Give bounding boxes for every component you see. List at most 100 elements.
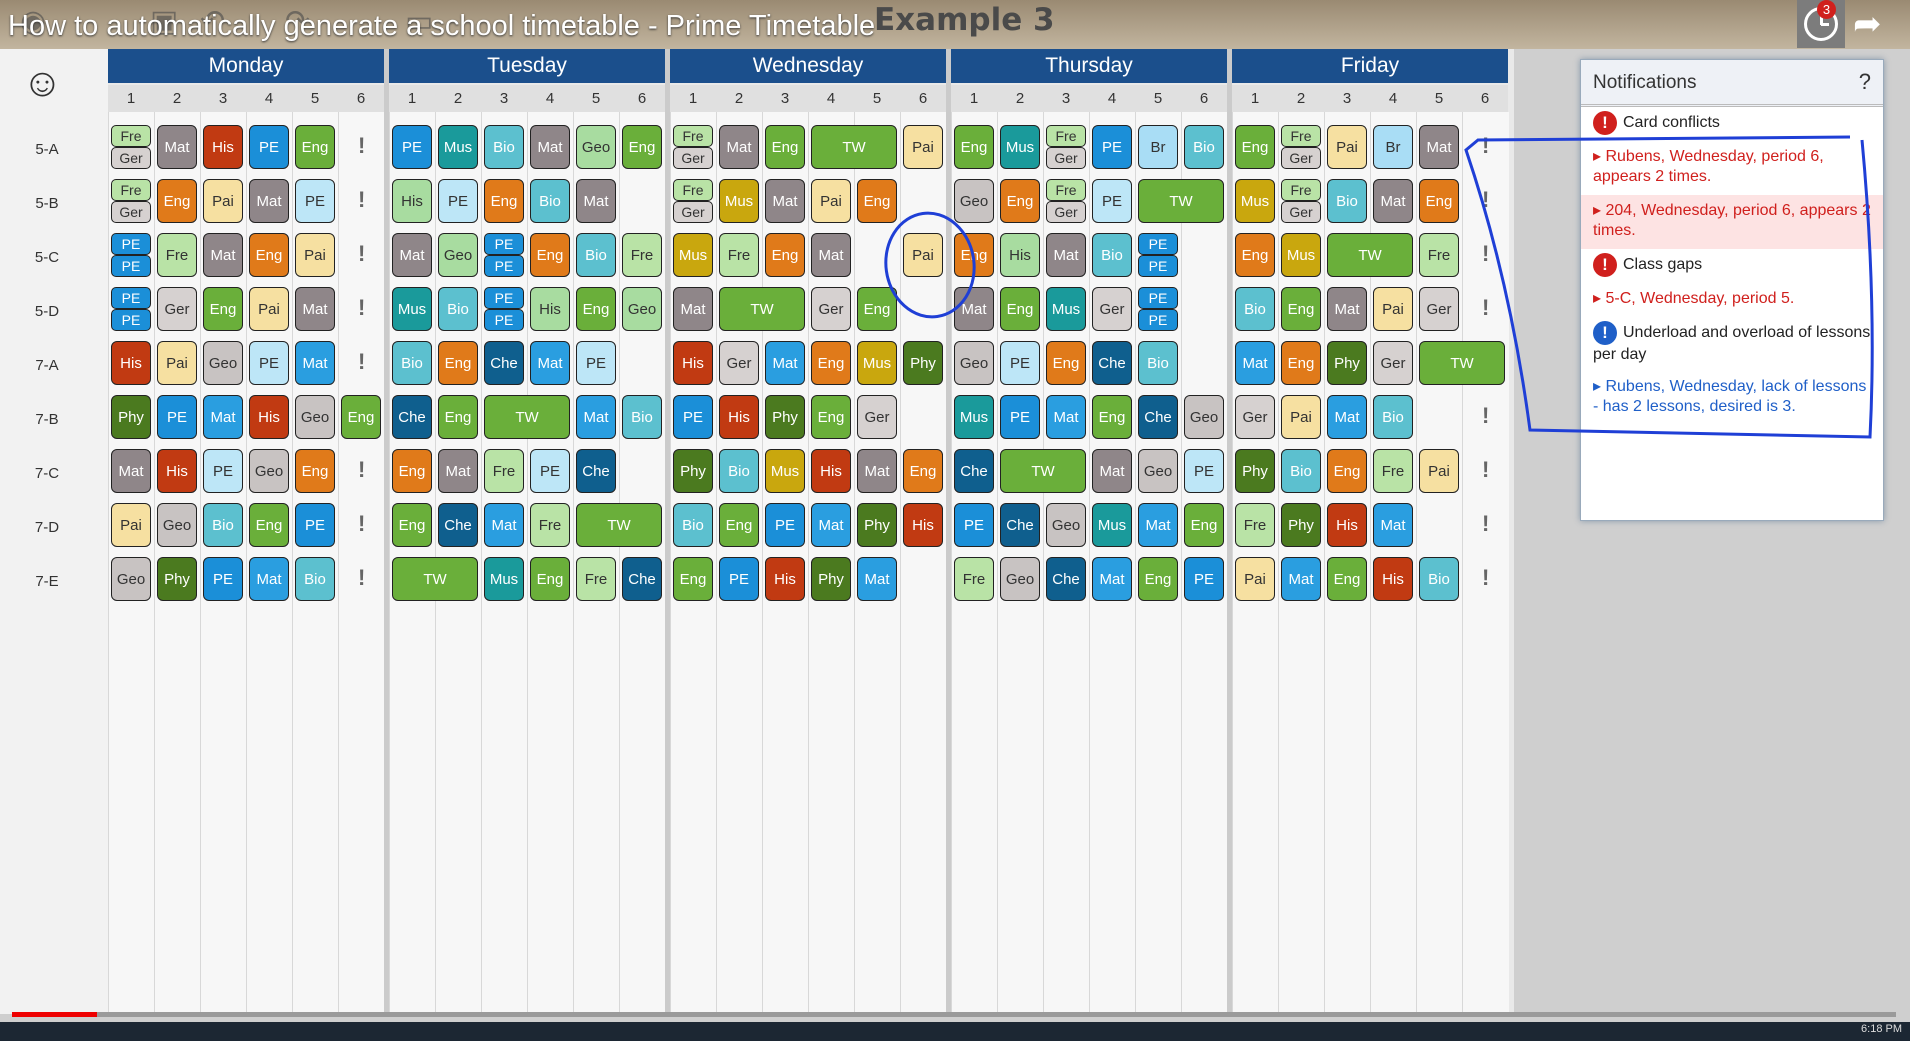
lesson-card-eng[interactable]: Eng (1235, 125, 1275, 169)
lesson-card-mat[interactable]: Mat (811, 503, 851, 547)
lesson-card-pe[interactable]: PE (484, 233, 524, 255)
lesson-card-mat[interactable]: Mat (857, 557, 897, 601)
lesson-card-bio[interactable]: Bio (1235, 287, 1275, 331)
lesson-card-phy[interactable]: Phy (811, 557, 851, 601)
lesson-card-che[interactable]: Che (484, 341, 524, 385)
lesson-card-br[interactable]: Br (1373, 125, 1413, 169)
lesson-card-ger[interactable]: Ger (673, 147, 713, 169)
lesson-card-mat[interactable]: Mat (1281, 557, 1321, 601)
lesson-card-fre[interactable]: Fre (719, 233, 759, 277)
lesson-card-his[interactable]: His (530, 287, 570, 331)
lesson-card-geo[interactable]: Geo (111, 557, 151, 601)
lesson-card-mat[interactable]: Mat (765, 341, 805, 385)
lesson-card-pai[interactable]: Pai (1327, 125, 1367, 169)
video-progress-bar[interactable] (12, 1012, 1896, 1017)
lesson-card-eng[interactable]: Eng (1184, 503, 1224, 547)
lesson-card-che[interactable]: Che (438, 503, 478, 547)
lesson-card-fre[interactable]: Fre (622, 233, 662, 277)
lesson-card-ger[interactable]: Ger (1281, 201, 1321, 223)
lesson-card-bio[interactable]: Bio (484, 125, 524, 169)
lesson-card-fre[interactable]: Fre (954, 557, 994, 601)
lesson-card-eng[interactable]: Eng (392, 503, 432, 547)
lesson-card-pe[interactable]: PE (1184, 557, 1224, 601)
lesson-card-pai[interactable]: Pai (295, 233, 335, 277)
lesson-card-pai[interactable]: Pai (1235, 557, 1275, 601)
lesson-card-pe[interactable]: PE (673, 395, 713, 439)
lesson-card-bio[interactable]: Bio (203, 503, 243, 547)
lesson-card-eng[interactable]: Eng (1092, 395, 1132, 439)
lesson-card-his[interactable]: His (392, 179, 432, 223)
lesson-card-bio[interactable]: Bio (1092, 233, 1132, 277)
lesson-card-pe[interactable]: PE (1138, 309, 1178, 331)
lesson-card-his[interactable]: His (249, 395, 289, 439)
lesson-card-bio[interactable]: Bio (622, 395, 662, 439)
lesson-card-mus[interactable]: Mus (438, 125, 478, 169)
lesson-card-geo[interactable]: Geo (1000, 557, 1040, 601)
lesson-card-bio[interactable]: Bio (1419, 557, 1459, 601)
lesson-card-pai[interactable]: Pai (1281, 395, 1321, 439)
lesson-card-ger[interactable]: Ger (857, 395, 897, 439)
lesson-card-pai[interactable]: Pai (203, 179, 243, 223)
lesson-card-eng[interactable]: Eng (954, 233, 994, 277)
lesson-card-pe[interactable]: PE (157, 395, 197, 439)
lesson-card-eng[interactable]: Eng (1000, 287, 1040, 331)
notification-detail[interactable]: ▸ 5-C, Wednesday, period 5. (1581, 283, 1883, 317)
lesson-card-bio[interactable]: Bio (530, 179, 570, 223)
lesson-card-ger[interactable]: Ger (1281, 147, 1321, 169)
lesson-card-phy[interactable]: Phy (1327, 341, 1367, 385)
lesson-card-tw[interactable]: TW (392, 557, 478, 601)
lesson-card-tw[interactable]: TW (1419, 341, 1505, 385)
lesson-card-pai[interactable]: Pai (157, 341, 197, 385)
lesson-card-che[interactable]: Che (954, 449, 994, 493)
lesson-card-eng[interactable]: Eng (811, 341, 851, 385)
lesson-card-eng[interactable]: Eng (438, 395, 478, 439)
lesson-card-bio[interactable]: Bio (1281, 449, 1321, 493)
lesson-card-mat[interactable]: Mat (1373, 503, 1413, 547)
lesson-card-phy[interactable]: Phy (1281, 503, 1321, 547)
notification-detail[interactable]: ▸ 204, Wednesday, period 6, appears 2 ti… (1581, 195, 1883, 249)
lesson-card-mat[interactable]: Mat (392, 233, 432, 277)
lesson-card-his[interactable]: His (1327, 503, 1367, 547)
lesson-card-eng[interactable]: Eng (1281, 287, 1321, 331)
class-label-5-a[interactable]: 5-A (35, 141, 59, 158)
lesson-card-geo[interactable]: Geo (295, 395, 335, 439)
lesson-card-mat[interactable]: Mat (1373, 179, 1413, 223)
lesson-card-mat[interactable]: Mat (249, 557, 289, 601)
lesson-card-pe[interactable]: PE (249, 125, 289, 169)
lesson-card-bio[interactable]: Bio (438, 287, 478, 331)
lesson-card-phy[interactable]: Phy (1235, 449, 1275, 493)
lesson-card-bio[interactable]: Bio (1184, 125, 1224, 169)
lesson-card-pe[interactable]: PE (765, 503, 805, 547)
lesson-card-mat[interactable]: Mat (1092, 449, 1132, 493)
help-button[interactable]: ? (1858, 69, 1871, 94)
lesson-card-mus[interactable]: Mus (1046, 287, 1086, 331)
lesson-card-eng[interactable]: Eng (673, 557, 713, 601)
lesson-card-eng[interactable]: Eng (811, 395, 851, 439)
lesson-card-eng[interactable]: Eng (530, 233, 570, 277)
lesson-card-bio[interactable]: Bio (673, 503, 713, 547)
lesson-card-fre[interactable]: Fre (576, 557, 616, 601)
lesson-card-mat[interactable]: Mat (719, 125, 759, 169)
lesson-card-mat[interactable]: Mat (1046, 395, 1086, 439)
lesson-card-eng[interactable]: Eng (484, 179, 524, 223)
lesson-card-ger[interactable]: Ger (1235, 395, 1275, 439)
lesson-card-bio[interactable]: Bio (576, 233, 616, 277)
lesson-card-eng[interactable]: Eng (203, 287, 243, 331)
lesson-card-che[interactable]: Che (1046, 557, 1086, 601)
lesson-card-pe[interactable]: PE (295, 503, 335, 547)
lesson-card-geo[interactable]: Geo (1138, 449, 1178, 493)
lesson-card-pe[interactable]: PE (111, 287, 151, 309)
lesson-card-mus[interactable]: Mus (765, 449, 805, 493)
lesson-card-pe[interactable]: PE (111, 233, 151, 255)
lesson-card-geo[interactable]: Geo (157, 503, 197, 547)
lesson-card-ger[interactable]: Ger (1046, 201, 1086, 223)
lesson-card-mat[interactable]: Mat (203, 395, 243, 439)
lesson-card-pe[interactable]: PE (203, 557, 243, 601)
lesson-card-fre[interactable]: Fre (673, 179, 713, 201)
lesson-card-ger[interactable]: Ger (1092, 287, 1132, 331)
lesson-card-che[interactable]: Che (1000, 503, 1040, 547)
lesson-card-pe[interactable]: PE (484, 287, 524, 309)
lesson-card-tw[interactable]: TW (1138, 179, 1224, 223)
lesson-card-eng[interactable]: Eng (1138, 557, 1178, 601)
lesson-card-his[interactable]: His (719, 395, 759, 439)
